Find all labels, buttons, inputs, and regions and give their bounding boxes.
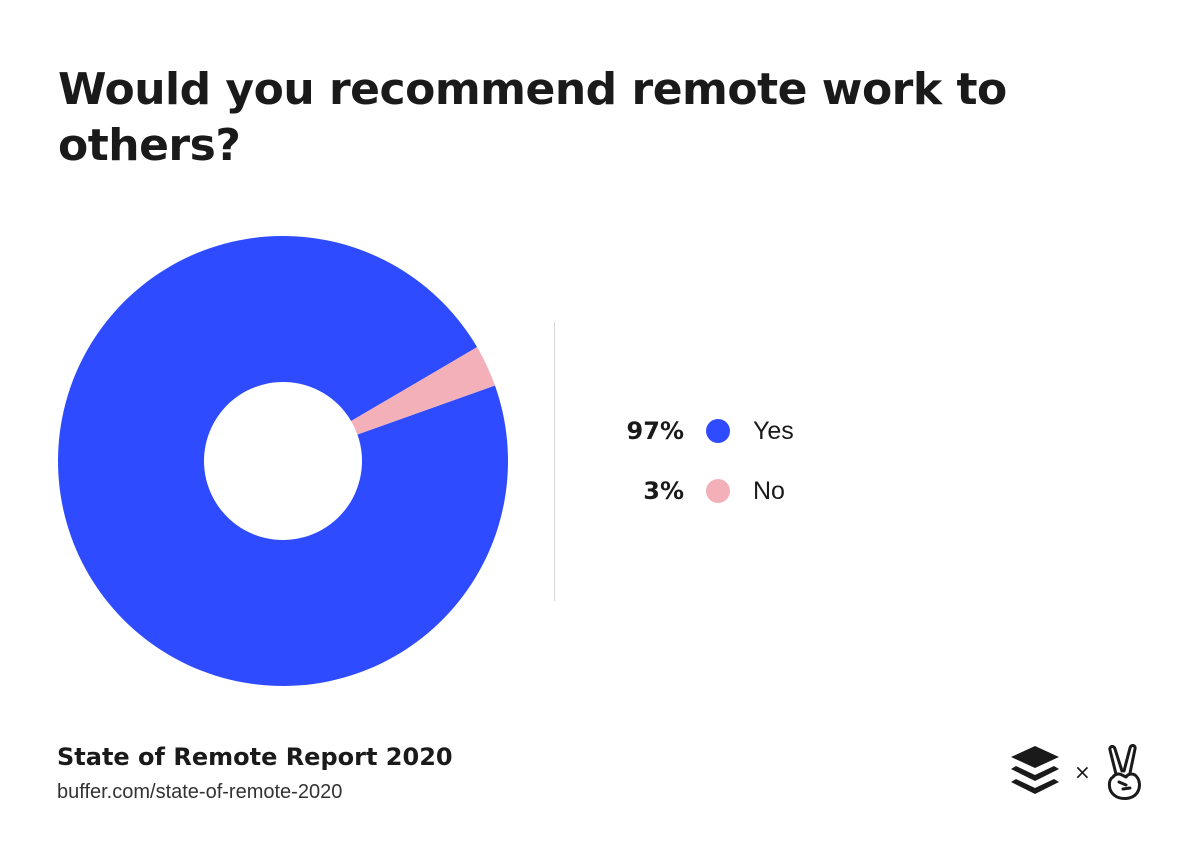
donut-slices <box>57 235 508 686</box>
legend-value-yes: 97% <box>626 417 684 445</box>
donut-slice-no <box>351 347 495 435</box>
logo-separator: × <box>1074 760 1091 784</box>
legend-value-no: 3% <box>643 477 684 505</box>
peace-hand-icon <box>1107 744 1141 800</box>
legend-item-no: 3% No <box>590 471 890 511</box>
legend-item-yes: 97% Yes <box>590 411 890 451</box>
donut-slice-yes <box>57 235 508 686</box>
buffer-stack-icon <box>1011 746 1059 794</box>
legend-dot-no <box>706 479 730 503</box>
legend-dot-yes <box>706 419 730 443</box>
chart-title: Would you recommend remote work to other… <box>58 64 1007 171</box>
partner-logos: × <box>1008 744 1158 804</box>
divider-line <box>554 322 555 601</box>
donut-chart <box>57 235 508 686</box>
legend-label-no: No <box>753 477 785 505</box>
report-url[interactable]: buffer.com/state-of-remote-2020 <box>57 781 343 803</box>
legend-label-yes: Yes <box>753 417 794 445</box>
report-title: State of Remote Report 2020 <box>57 743 453 771</box>
